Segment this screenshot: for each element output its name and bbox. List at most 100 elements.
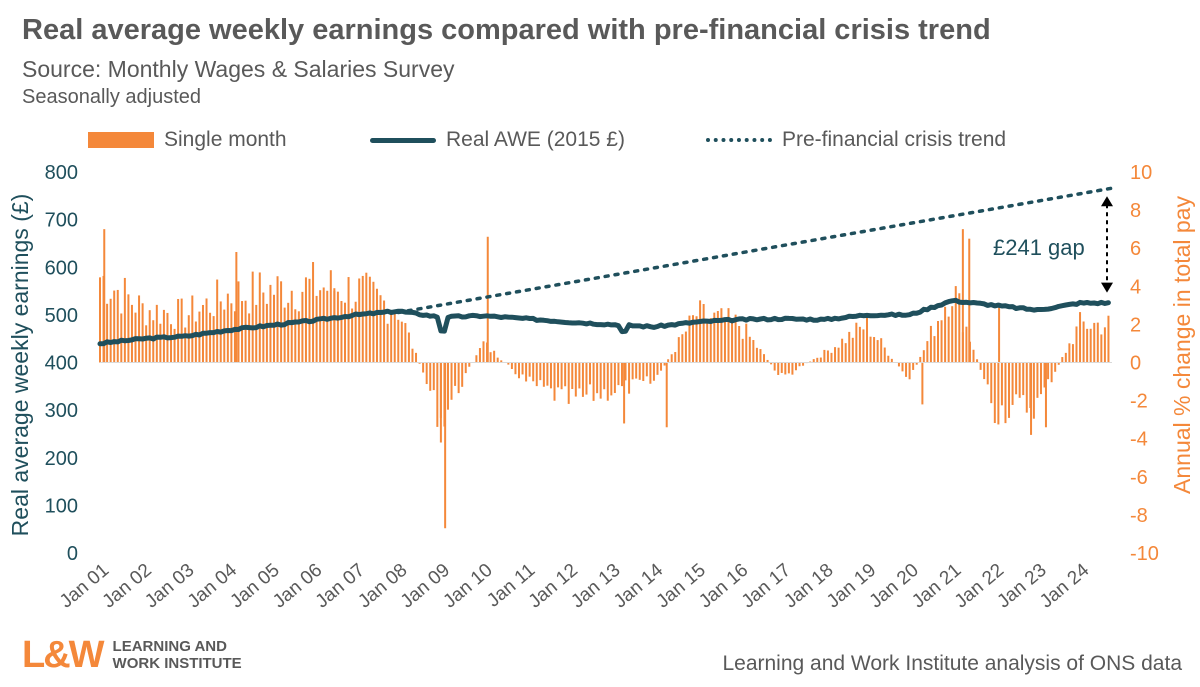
bar-spike	[1044, 362, 1047, 428]
bar-month	[976, 359, 979, 363]
bar-month	[347, 277, 350, 363]
bar-month	[393, 313, 396, 363]
bar-month	[415, 352, 418, 363]
bar-month	[1000, 362, 1003, 406]
bar-month	[684, 331, 687, 363]
bar-month	[184, 327, 187, 363]
bar-month	[429, 362, 432, 391]
bar-month	[287, 302, 290, 363]
bar-month	[958, 293, 961, 363]
bar-month	[116, 289, 119, 363]
bar-month	[365, 272, 368, 363]
bar-month	[525, 362, 528, 382]
gap-arrow	[1101, 196, 1113, 293]
bar-month	[372, 281, 375, 363]
bar-month	[500, 360, 503, 363]
bar-month	[663, 362, 666, 366]
chart-note: Seasonally adjusted	[22, 86, 202, 108]
bar-month	[880, 338, 883, 363]
bar-month	[173, 328, 176, 363]
pre-crisis-trend-line	[396, 186, 1114, 315]
bar-spike	[623, 362, 626, 424]
bar-month	[155, 304, 158, 363]
bar-month	[432, 362, 435, 391]
bar-month	[937, 321, 940, 363]
bar-month	[830, 352, 833, 363]
bar-month	[983, 362, 986, 380]
bar-month	[205, 298, 208, 363]
bar-month	[592, 362, 595, 401]
bar-month	[461, 362, 464, 387]
y-left-tick-label: 400	[45, 353, 78, 375]
bar-month	[1068, 343, 1071, 363]
bar-month	[535, 362, 538, 387]
bar-month	[798, 362, 801, 367]
bar-month	[812, 359, 815, 363]
bar-month	[979, 362, 982, 370]
bar-month	[1064, 352, 1067, 363]
bar-month	[1025, 362, 1028, 413]
y-left-ticks: 0 100 200 300 400 500 600 700 800	[45, 162, 78, 565]
bar-month	[454, 362, 457, 386]
bar-month	[542, 362, 545, 387]
bar-month	[691, 315, 694, 363]
bar-spike	[439, 362, 442, 443]
bar-month	[1015, 362, 1018, 395]
bar-month	[890, 358, 893, 363]
bar-month	[258, 272, 261, 363]
bar-month	[532, 362, 535, 382]
bar-month	[645, 362, 648, 377]
bar-month	[649, 362, 652, 384]
bar-month	[681, 334, 684, 363]
bar-month	[1096, 322, 1099, 363]
bar-month	[688, 315, 691, 363]
gap-arrow-head-down	[1101, 282, 1113, 293]
bar-month	[787, 362, 790, 374]
bar-month	[1093, 322, 1096, 363]
legend-label-trend: Pre-financial crisis trend	[782, 128, 1007, 151]
bar-month	[475, 355, 478, 363]
bar-month	[922, 350, 925, 363]
lw-logo: L&W LEARNING AND WORK INSTITUTE	[22, 636, 242, 674]
bar-month	[187, 315, 190, 363]
bar-month	[777, 362, 780, 375]
bar-month	[727, 308, 730, 363]
y-left-tick-label: 200	[45, 448, 78, 470]
bar-month	[138, 295, 141, 363]
bar-month	[865, 315, 868, 363]
logo-text: LEARNING AND WORK INSTITUTE	[113, 638, 242, 672]
bar-month	[755, 347, 758, 363]
y-right-tick-label: -4	[1130, 429, 1148, 451]
bar-month	[848, 331, 851, 363]
bar-month	[990, 362, 993, 404]
bar-month	[446, 362, 449, 410]
bar-month	[624, 362, 627, 381]
bar-month	[699, 300, 702, 363]
bar-month	[194, 321, 197, 363]
bar-month	[340, 301, 343, 363]
bar-month	[1004, 362, 1007, 424]
bar-month	[457, 362, 460, 394]
bar-month	[823, 349, 826, 363]
legend-swatch-trend	[706, 138, 772, 142]
bar-month	[908, 362, 911, 380]
bar-month	[411, 348, 414, 363]
bar-month	[177, 298, 180, 363]
bar-month	[702, 304, 705, 363]
bar-month	[745, 323, 748, 363]
bar-month	[386, 323, 389, 363]
bar-month	[677, 337, 680, 363]
bar-month	[869, 336, 872, 363]
logo-line-2: WORK INSTITUTE	[112, 655, 242, 672]
y-left-tick-label: 0	[67, 543, 78, 565]
logo-line-1: LEARNING AND	[112, 638, 227, 655]
y-right-tick-label: 10	[1130, 162, 1152, 184]
bar-month	[1089, 328, 1092, 363]
bar-month	[1082, 321, 1085, 363]
bar-month	[1011, 362, 1014, 405]
bar-month	[1075, 326, 1078, 363]
y-right-tick-label: -8	[1130, 505, 1148, 527]
bar-month	[528, 362, 531, 377]
bar-month	[514, 362, 517, 375]
bar-month	[766, 359, 769, 363]
